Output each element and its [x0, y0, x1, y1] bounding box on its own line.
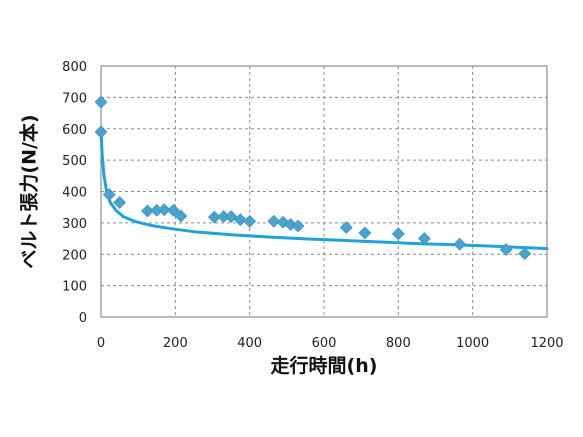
- y-tick-label: 300: [62, 217, 87, 232]
- data-point: [174, 209, 188, 223]
- data-point: [291, 219, 305, 233]
- x-tick-label: 1200: [530, 336, 563, 351]
- data-point: [518, 247, 532, 261]
- x-axis-title: 走行時間(h): [271, 354, 378, 377]
- data-point: [284, 218, 297, 231]
- data-point: [339, 221, 353, 235]
- data-points-layer: [94, 95, 532, 261]
- x-tick-label: 400: [237, 336, 262, 351]
- x-tick-label: 1000: [456, 336, 489, 351]
- data-point: [499, 243, 513, 256]
- data-point: [391, 227, 405, 241]
- data-point: [417, 232, 431, 245]
- y-tick-label: 600: [62, 123, 87, 138]
- frame-layer: [100, 65, 548, 318]
- data-point: [113, 196, 127, 209]
- data-point: [267, 214, 281, 228]
- data-point: [94, 125, 108, 139]
- x-tick-label: 600: [312, 336, 337, 351]
- data-point: [358, 226, 372, 240]
- y-tick-label: 700: [62, 91, 87, 106]
- plot-frame: [100, 65, 548, 318]
- data-point: [233, 213, 247, 227]
- y-tick-label: 100: [62, 280, 87, 295]
- y-tick-label: 400: [62, 186, 87, 201]
- data-point: [453, 237, 467, 251]
- data-point: [167, 203, 180, 217]
- y-tick-label: 200: [62, 248, 87, 263]
- data-point: [102, 188, 116, 202]
- y-tick-label: 0: [79, 311, 87, 326]
- data-point: [94, 95, 108, 109]
- data-point: [243, 214, 257, 228]
- y-tick-labels: 0 100 200 300 400 500 600 700 800: [62, 60, 87, 326]
- y-tick-label: 800: [62, 60, 87, 75]
- y-tick-label: 500: [62, 154, 87, 169]
- x-tick-label: 0: [97, 336, 105, 351]
- grid-layer: [101, 66, 547, 317]
- x-tick-label: 800: [386, 336, 411, 351]
- data-point: [207, 210, 221, 224]
- y-axis-title: ベルト張力(N/本): [18, 114, 41, 268]
- data-point: [157, 203, 171, 217]
- data-point: [141, 204, 154, 218]
- x-tick-labels: 0 200 400 600 800 1000 1200: [97, 336, 564, 351]
- x-tick-label: 200: [163, 336, 188, 351]
- data-point: [224, 210, 238, 224]
